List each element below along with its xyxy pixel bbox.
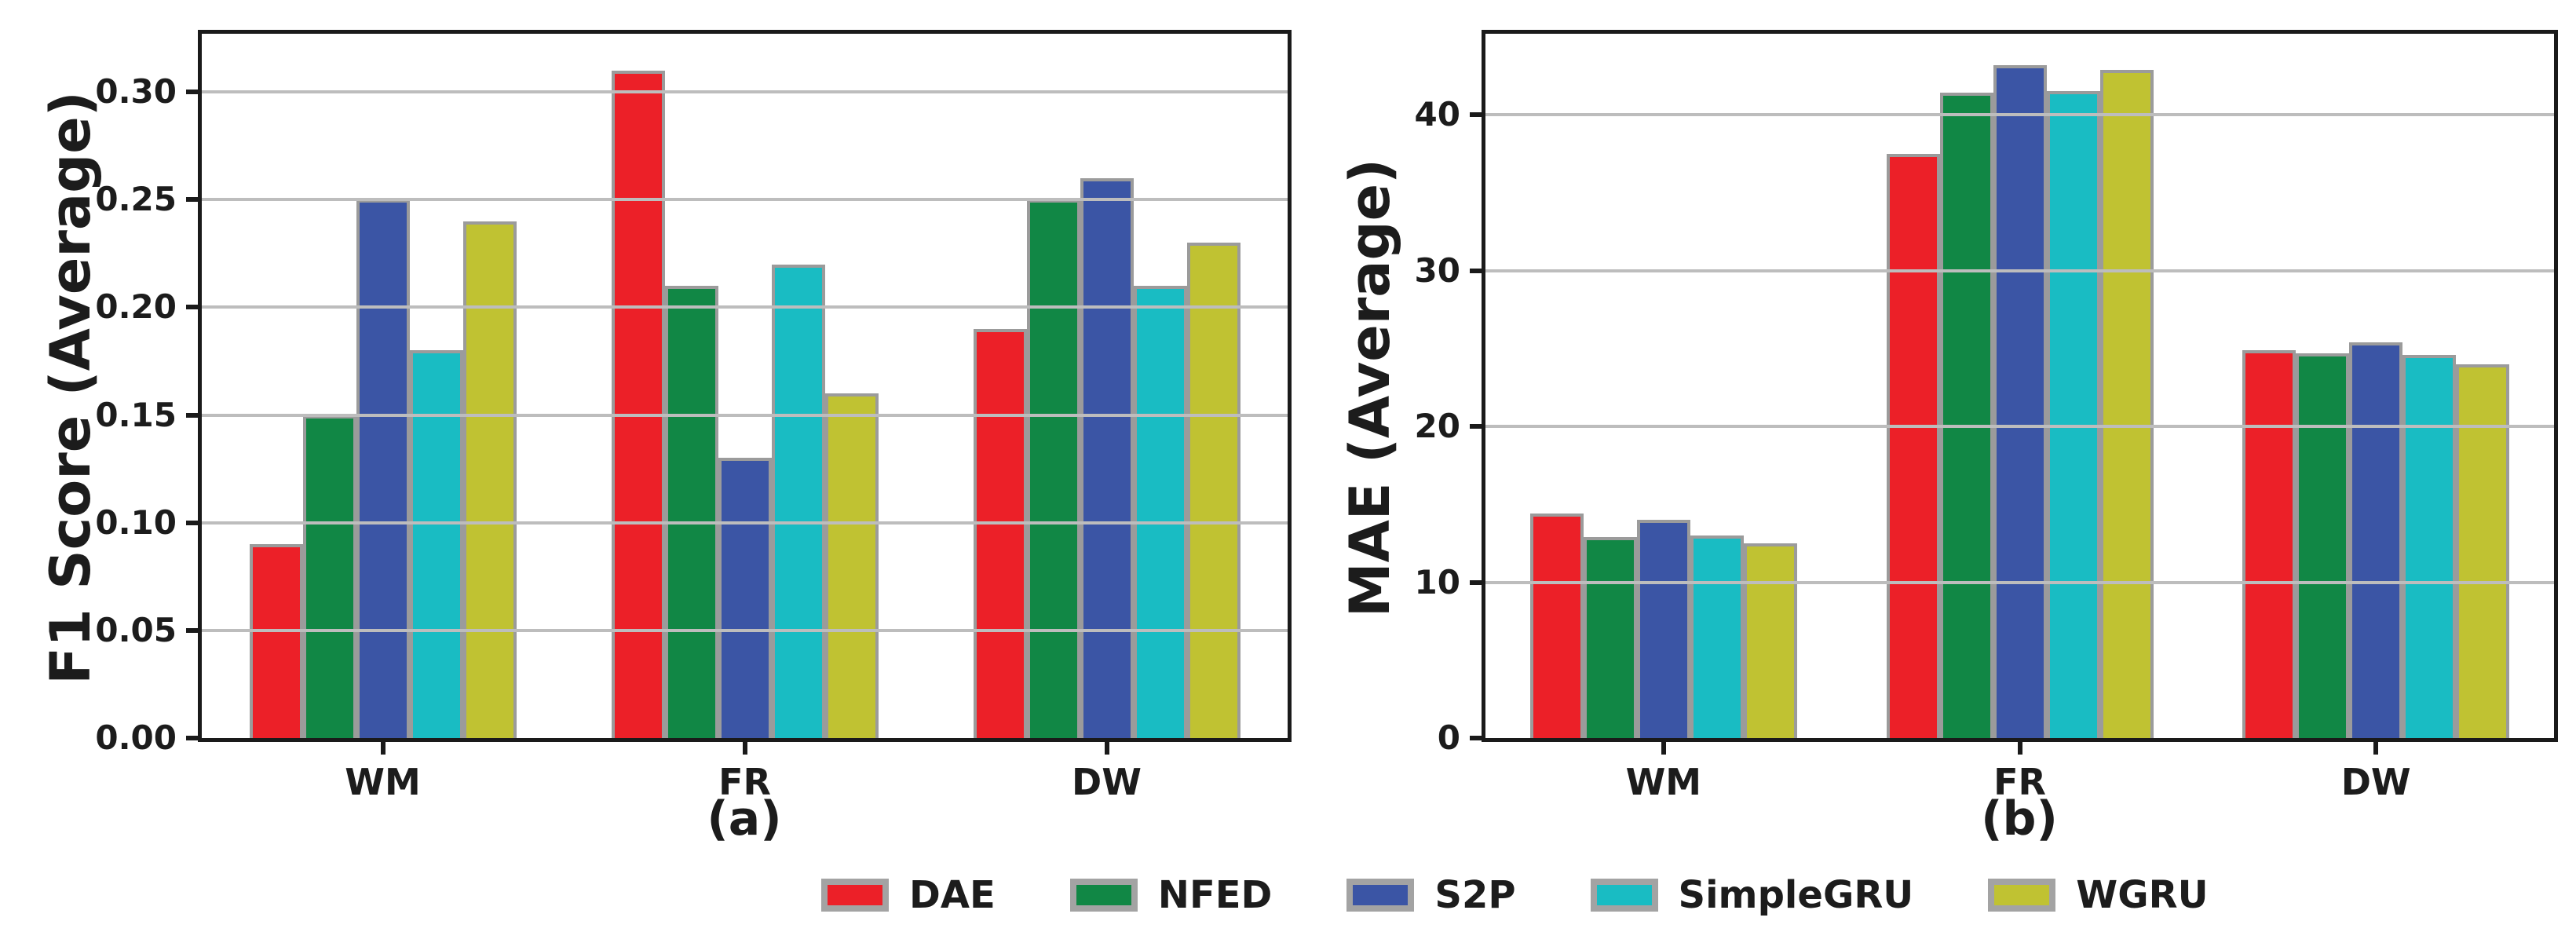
bar-WGRU-WM (462, 221, 517, 738)
bar-WGRU-DW (2456, 364, 2510, 738)
legend-swatch-SimpleGRU (1590, 879, 1658, 912)
panel-caption-a: (a) (707, 791, 782, 846)
y-tick-0.20 (186, 305, 199, 310)
bar-S2P-DW (2349, 342, 2403, 738)
bar-NFED-DW (1026, 199, 1080, 738)
x-tick-FR (742, 742, 747, 755)
bar-SimpleGRU-FR (771, 264, 825, 738)
legend-swatch-NFED (1069, 879, 1138, 912)
x-tick-DW (1104, 742, 1109, 755)
x-tick-FR (2017, 742, 2022, 755)
bar-NFED-FR (664, 285, 718, 738)
bar-NFED-DW (2296, 353, 2350, 738)
bar-S2P-DW (1080, 177, 1134, 738)
bar-S2P-FR (1993, 64, 2047, 738)
y-tick-label-0.10: 0.10 (95, 503, 177, 542)
y-tick-label-0.30: 0.30 (95, 72, 177, 111)
gridline-0.15 (202, 413, 1288, 417)
x-tick-DW (2373, 742, 2379, 755)
y-tick-label-10: 10 (1414, 562, 1460, 601)
legend-swatch-WGRU (1988, 879, 2056, 912)
bar-SimpleGRU-DW (2402, 354, 2457, 738)
legend-item-SimpleGRU: SimpleGRU (1590, 873, 1914, 917)
gridline-10 (1485, 580, 2554, 584)
gridline-0.25 (202, 198, 1288, 202)
plot-area-a (198, 30, 1292, 742)
x-tick-label-DW: DW (2340, 761, 2411, 803)
x-tick-label-FR: FR (1993, 761, 2046, 803)
legend-item-S2P: S2P (1346, 873, 1516, 917)
bar-WGRU-DW (1186, 243, 1240, 738)
bar-S2P-FR (718, 458, 772, 738)
y-tick-0.30 (186, 90, 199, 95)
x-tick-WM (1661, 742, 1666, 755)
y-tick-0.10 (186, 520, 199, 525)
y-tick-0.05 (186, 627, 199, 633)
gridline-0.30 (202, 90, 1288, 94)
legend-label-S2P: S2P (1434, 873, 1516, 917)
legend-item-NFED: NFED (1069, 873, 1273, 917)
bar-SimpleGRU-WM (1690, 535, 1744, 738)
legend-item-WGRU: WGRU (1988, 873, 2209, 917)
bar-SimpleGRU-DW (1133, 285, 1187, 738)
y-tick-10 (1470, 579, 1482, 585)
panel-caption-b: (b) (1981, 791, 2058, 846)
y-tick-label-0: 0 (1437, 718, 1460, 757)
legend-label-WGRU: WGRU (2076, 873, 2209, 917)
y-tick-0.00 (186, 736, 199, 740)
gridline-20 (1485, 425, 2554, 429)
plot-area-b (1482, 30, 2558, 742)
y-tick-0.15 (186, 412, 199, 418)
bar-DAE-WM (1529, 514, 1584, 738)
x-tick-label-WM: WM (345, 761, 421, 803)
legend-label-NFED: NFED (1157, 873, 1273, 917)
bar-S2P-WM (356, 199, 410, 738)
y-tick-20 (1470, 424, 1482, 429)
y-tick-label-30: 30 (1414, 250, 1460, 290)
bar-DAE-DW (2242, 349, 2296, 738)
gridline-30 (1485, 269, 2554, 272)
x-tick-label-WM: WM (1625, 761, 1702, 803)
bar-DAE-DW (973, 328, 1027, 738)
bar-DAE-FR (1886, 153, 1940, 738)
y-tick-label-0.05: 0.05 (95, 610, 177, 649)
y-tick-0.25 (186, 197, 199, 203)
legend-item-DAE: DAE (821, 873, 996, 917)
gridline-0.10 (202, 521, 1288, 524)
gridline-0.05 (202, 628, 1288, 632)
bar-S2P-WM (1636, 520, 1690, 738)
bar-WGRU-FR (824, 393, 879, 738)
bar-NFED-WM (1583, 537, 1637, 738)
bar-SimpleGRU-FR (2046, 91, 2100, 738)
y-tick-40 (1470, 112, 1482, 118)
y-tick-label-40: 40 (1414, 95, 1460, 134)
legend-swatch-DAE (821, 879, 889, 912)
legend-swatch-S2P (1346, 879, 1415, 912)
bar-DAE-WM (249, 544, 303, 738)
bar-WGRU-FR (2099, 69, 2154, 738)
y-tick-0 (1470, 736, 1482, 740)
y-tick-label-0.25: 0.25 (95, 180, 177, 219)
legend-label-SimpleGRU: SimpleGRU (1678, 873, 1914, 917)
bar-DAE-FR (611, 70, 665, 738)
x-tick-label-DW: DW (1072, 761, 1142, 803)
x-tick-label-FR: FR (718, 761, 771, 803)
bar-WGRU-WM (1743, 543, 1797, 738)
gridline-40 (1485, 113, 2554, 117)
legend-label-DAE: DAE (909, 873, 996, 917)
bar-NFED-FR (1939, 93, 1993, 738)
y-axis-label-b: MAE (Average) (1338, 158, 1402, 618)
y-tick-label-20: 20 (1414, 407, 1460, 446)
bar-SimpleGRU-WM (409, 350, 463, 738)
bar-NFED-WM (302, 415, 356, 738)
x-tick-WM (380, 742, 385, 755)
y-tick-30 (1470, 268, 1482, 273)
legend: DAE NFED S2P SimpleGRU WGRU (821, 873, 2209, 917)
y-tick-label-0.20: 0.20 (95, 287, 177, 327)
gridline-0.20 (202, 305, 1288, 309)
y-tick-label-0.00: 0.00 (95, 718, 177, 757)
y-tick-label-0.15: 0.15 (95, 395, 177, 434)
